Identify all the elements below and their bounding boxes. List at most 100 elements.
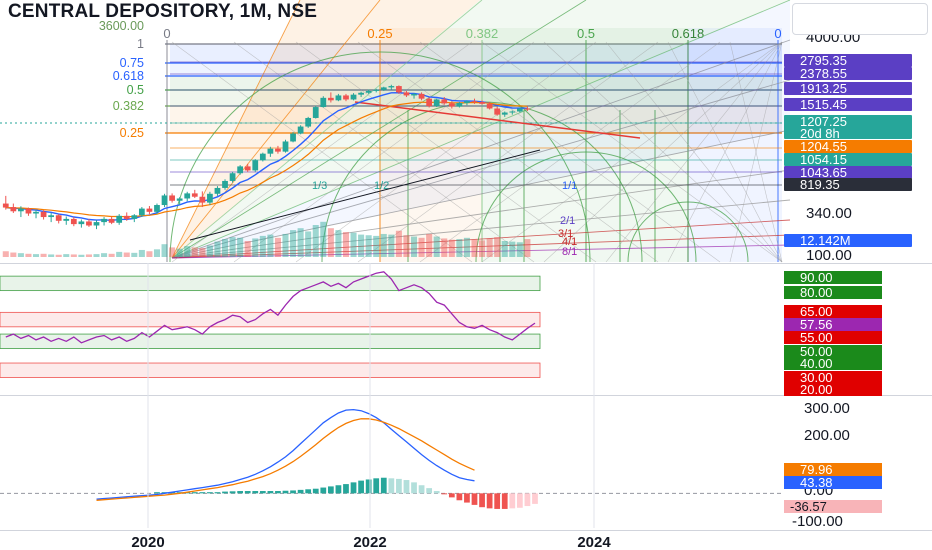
candle-body [259,153,266,161]
volume-bar [176,248,183,257]
candle-body [448,103,455,107]
candle-body [169,195,175,201]
volume-bar [342,232,350,257]
macd-histogram-bar [358,480,364,494]
macd-axis-label: -100.00 [792,513,843,530]
macd-histogram-bar [501,493,508,509]
candle-body [396,86,402,93]
price-tag-label: 2795.35 [800,53,847,68]
candle-body [207,193,213,203]
volume-bar [426,233,433,257]
candle-body [516,108,523,112]
volume-bar [320,221,327,257]
volume-bar [403,235,410,257]
gann-fan-label: 1/3 [312,180,327,192]
price-tag-label: 1054.15 [800,152,847,167]
rsi-level-tag [784,383,882,396]
candle-body [388,86,395,88]
candle-body [350,94,357,100]
volume-bar [350,232,357,257]
chart-title: CENTRAL DEPOSITORY, 1M, NSE [8,1,318,22]
candle-body [2,203,9,208]
price-tag-box [784,178,912,191]
candle-body [441,99,448,104]
gann-fan-line [171,0,791,259]
macd-value-tag [784,500,882,513]
candle-body [154,205,160,212]
macd-histogram-bar [327,486,334,494]
candle-body [176,198,183,201]
macd-value-tag [784,476,882,489]
candle-body [25,208,32,214]
toolbar-box[interactable] [792,3,928,35]
candle-body [18,208,24,212]
candle-body [358,92,364,95]
price-panel: 3600.0010.750.6180.50.3820.2500.250.3820… [0,0,912,264]
macd-histogram-bar [456,493,463,501]
candle-body [48,215,55,218]
price-tag-sublabel: 20d 8h [800,126,840,141]
fib-level-label: 0.5 [127,83,144,97]
volume-bar [78,254,85,257]
gann-top-label: 0.25 [367,26,392,41]
price-axis-label: 100.00 [806,247,852,264]
price-tag-box [784,115,912,139]
gann-grid-line [419,41,721,263]
volume-bar [471,239,478,257]
candle-body [70,218,77,225]
volume-bar [191,247,198,257]
price-tag-label: 1515.45 [800,97,847,112]
price-tag-box [784,234,912,247]
rsi-level-label: 20.00 [800,382,833,397]
volume-bar [184,246,191,257]
volume-bar [448,239,455,257]
ema-line [5,101,528,218]
gann-fan-label: 1/2 [374,180,389,192]
candle-body [464,101,470,103]
gann-fan-label: 1/1 [562,180,577,192]
price-tag-label: 12.142M [800,233,851,248]
macd-axis-label: 200.00 [804,427,850,444]
volume-bar [282,233,289,257]
trend-line [354,101,641,139]
macd-histogram-bar [222,491,228,494]
macd-axis-label: 300.00 [804,400,850,417]
gann-fan-line [171,39,791,259]
price-tag-box [784,54,912,67]
macd-histogram-bar [252,491,259,494]
candle-body [244,166,251,171]
gann-fan-line [171,0,301,259]
macd-histogram-bar [464,493,470,503]
volume-bar [40,253,47,257]
rsi-level-tag [784,345,882,358]
gann-grid-line [233,41,535,263]
candle-body [380,87,387,90]
volume-bar [10,252,17,257]
macd-histogram-bar [380,477,387,494]
rsi-level-tag [784,331,882,344]
gann-zone [380,28,482,262]
candle-body [411,93,417,96]
candle-body [63,218,70,221]
gann-fan-fill [172,0,790,258]
volume-bar [138,249,145,257]
macd-histogram-bar [486,493,493,509]
candle-body [237,166,244,174]
candle-body [222,180,228,188]
price-tag-box [784,153,912,166]
macd-histogram-bar [433,491,440,494]
macd-histogram-bar [259,491,266,494]
price-tag-box [784,67,912,80]
gann-grid-line [605,41,783,263]
gann-arc [627,201,749,263]
macd-histogram-bar [411,482,417,494]
fib-level-label: 0.618 [113,69,144,83]
volume-bar [101,253,108,257]
macd-value-label: 79.96 [800,462,833,477]
candle-body [275,148,281,152]
price-axis-label: 340.00 [806,205,852,222]
macd-value-label: -36.57 [790,499,827,514]
price-tag-label: 1913.25 [800,81,847,96]
